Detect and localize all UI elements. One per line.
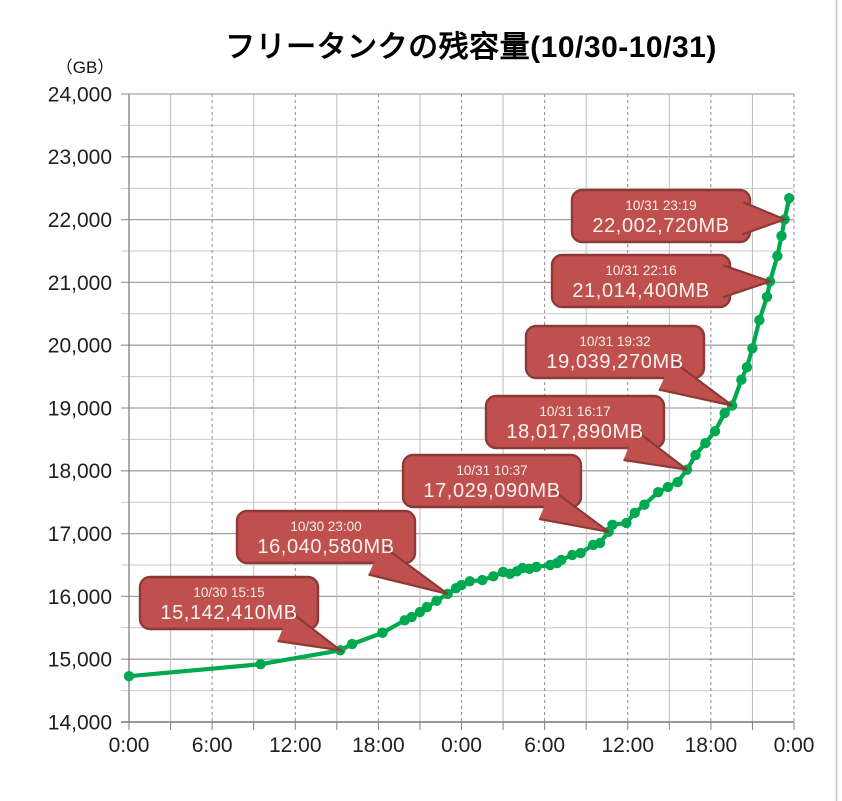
- callout: 10/31 19:32 19,039,270MB: [524, 324, 733, 407]
- data-point: [736, 374, 747, 385]
- data-point: [629, 507, 640, 519]
- chart-title: フリータンクの残容量(10/30-10/31): [225, 31, 717, 64]
- callout-value-label: 17,029,090MB: [423, 480, 560, 502]
- data-point: [690, 449, 701, 461]
- data-point: [700, 438, 711, 449]
- callout: 10/31 23:19 22,002,720MB: [570, 188, 788, 244]
- data-point: [653, 487, 664, 498]
- callout: 10/30 23:00 16,040,580MB: [235, 509, 449, 595]
- x-tick-label: 18:00: [685, 734, 738, 757]
- callout-value-label: 16,040,580MB: [257, 536, 394, 558]
- y-tick-label: 19,000: [48, 397, 112, 420]
- callout-bubble: [138, 575, 320, 631]
- callout-bubble: [524, 324, 706, 380]
- data-point: [672, 476, 683, 488]
- callout-tail: [277, 610, 345, 653]
- y-tick-label: 20,000: [48, 335, 112, 358]
- data-point: [754, 314, 765, 326]
- data-point: [346, 638, 358, 650]
- y-tick-label: 23,000: [48, 146, 112, 169]
- y-tick-label: 14,000: [48, 711, 112, 734]
- data-point: [255, 659, 266, 670]
- callout: 10/30 15:15 15,142,410MB: [138, 575, 345, 653]
- data-point: [431, 595, 442, 606]
- y-axis-unit-label: （GB）: [55, 58, 115, 77]
- data-point: [747, 343, 758, 354]
- callout-value-label: 22,002,720MB: [592, 215, 729, 237]
- data-point: [488, 571, 499, 582]
- x-tick-label: 18:00: [352, 734, 405, 757]
- x-tick-label: 0:00: [441, 734, 482, 757]
- data-point: [556, 554, 567, 566]
- data-point: [456, 579, 467, 591]
- callout-tail: [658, 359, 733, 407]
- callout: 10/31 22:16 21,014,400MB: [550, 253, 774, 309]
- data-point: [464, 576, 475, 587]
- callout-bubble: [401, 453, 583, 509]
- callout: 10/31 10:37 17,029,090MB: [401, 453, 610, 533]
- x-tick-label: 0:00: [109, 734, 150, 757]
- callout-time-label: 10/31 16:17: [539, 404, 610, 419]
- callout-time-label: 10/31 19:32: [579, 334, 650, 349]
- callout-tail: [742, 201, 788, 236]
- data-point: [662, 481, 674, 493]
- callout-time-label: 10/31 23:19: [625, 198, 696, 213]
- data-point: [709, 426, 721, 437]
- data-point: [761, 291, 773, 302]
- data-point: [772, 250, 783, 262]
- callout-tail: [722, 264, 774, 299]
- callout-time-label: 10/30 23:00: [290, 519, 361, 534]
- x-tick-label: 6:00: [192, 734, 233, 757]
- data-point: [594, 537, 606, 549]
- data-point: [607, 519, 618, 530]
- data-point: [421, 601, 433, 613]
- callout-time-label: 10/31 22:16: [605, 263, 676, 278]
- data-point: [784, 193, 795, 204]
- callout: 10/31 16:17 18,017,890MB: [484, 394, 688, 471]
- data-point: [575, 547, 586, 559]
- callout-bubble: [484, 394, 666, 450]
- data-point: [776, 230, 787, 242]
- callout-value-label: 18,017,890MB: [506, 421, 643, 443]
- callout-value-label: 21,014,400MB: [572, 280, 709, 302]
- data-point: [477, 574, 488, 586]
- x-tick-label: 12:00: [269, 734, 322, 757]
- data-point: [531, 561, 542, 573]
- data-point: [123, 671, 135, 682]
- x-tick-label: 6:00: [524, 734, 565, 757]
- x-tick-label: 12:00: [601, 734, 654, 757]
- callout-value-label: 15,142,410MB: [160, 602, 297, 624]
- data-point: [741, 362, 753, 373]
- callout-tail: [368, 544, 449, 595]
- data-point: [567, 549, 578, 561]
- y-tick-label: 17,000: [48, 523, 112, 546]
- data-point: [406, 611, 417, 623]
- data-point: [639, 499, 650, 510]
- callout-tail: [538, 488, 610, 533]
- callout-tail: [623, 429, 688, 471]
- data-point: [377, 627, 388, 638]
- y-tick-label: 21,000: [48, 272, 112, 295]
- y-tick-label: 24,000: [48, 83, 112, 106]
- callout-time-label: 10/31 10:37: [456, 463, 527, 478]
- callout-bubble: [235, 509, 417, 565]
- callout-time-label: 10/30 15:15: [193, 585, 264, 600]
- data-point: [621, 517, 632, 529]
- y-tick-label: 15,000: [48, 649, 112, 672]
- x-tick-label: 0:00: [774, 734, 815, 757]
- y-tick-label: 16,000: [48, 586, 112, 609]
- data-point: [719, 407, 730, 419]
- y-tick-label: 22,000: [48, 209, 112, 232]
- callout-value-label: 19,039,270MB: [546, 351, 683, 373]
- y-tick-label: 18,000: [48, 460, 112, 483]
